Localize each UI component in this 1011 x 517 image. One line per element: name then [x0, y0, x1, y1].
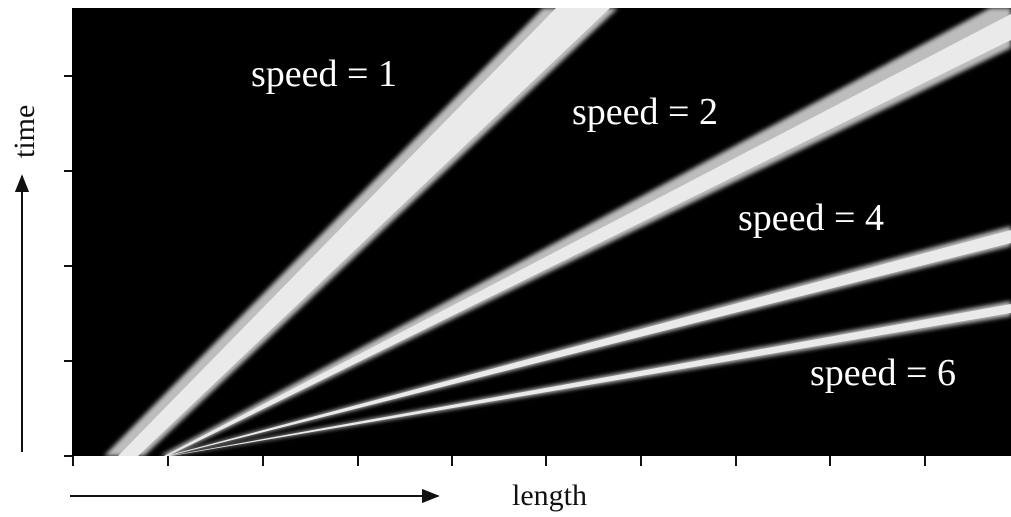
band-speed-6 [168, 301, 1011, 456]
y-axis-ticks [64, 75, 72, 457]
band-speed-1-core [118, 8, 610, 456]
band-speed-2 [160, 8, 1011, 456]
band-speed-6-core [169, 304, 1011, 456]
band-speed-2-core [164, 14, 1011, 456]
y-axis-label: time [8, 105, 41, 158]
band-speed-4 [165, 226, 1011, 456]
bands-layer [104, 8, 1011, 456]
band-label-speed-1: speed = 1 [251, 53, 397, 95]
band-label-speed-4: speed = 4 [738, 197, 884, 239]
band-label-speed-2: speed = 2 [572, 91, 718, 133]
x-axis-label: length [512, 479, 587, 512]
x-axis-ticks [72, 456, 926, 466]
band-speed-4-core [166, 230, 1011, 456]
band-label-speed-6: speed = 6 [810, 352, 956, 394]
